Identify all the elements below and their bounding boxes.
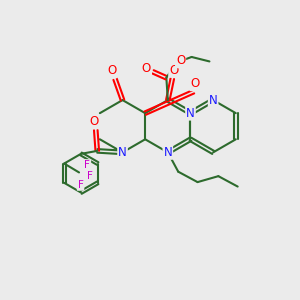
Text: F: F: [78, 180, 83, 190]
Text: N: N: [209, 94, 218, 106]
Text: O: O: [107, 64, 116, 77]
Text: O: O: [142, 62, 151, 75]
Text: F: F: [86, 171, 92, 181]
Text: O: O: [169, 64, 178, 77]
Text: F: F: [84, 160, 90, 170]
Text: O: O: [176, 54, 185, 67]
Text: O: O: [190, 77, 200, 90]
Text: N: N: [118, 146, 127, 159]
Text: N: N: [164, 146, 172, 159]
Text: N: N: [186, 106, 195, 120]
Text: O: O: [90, 115, 99, 128]
